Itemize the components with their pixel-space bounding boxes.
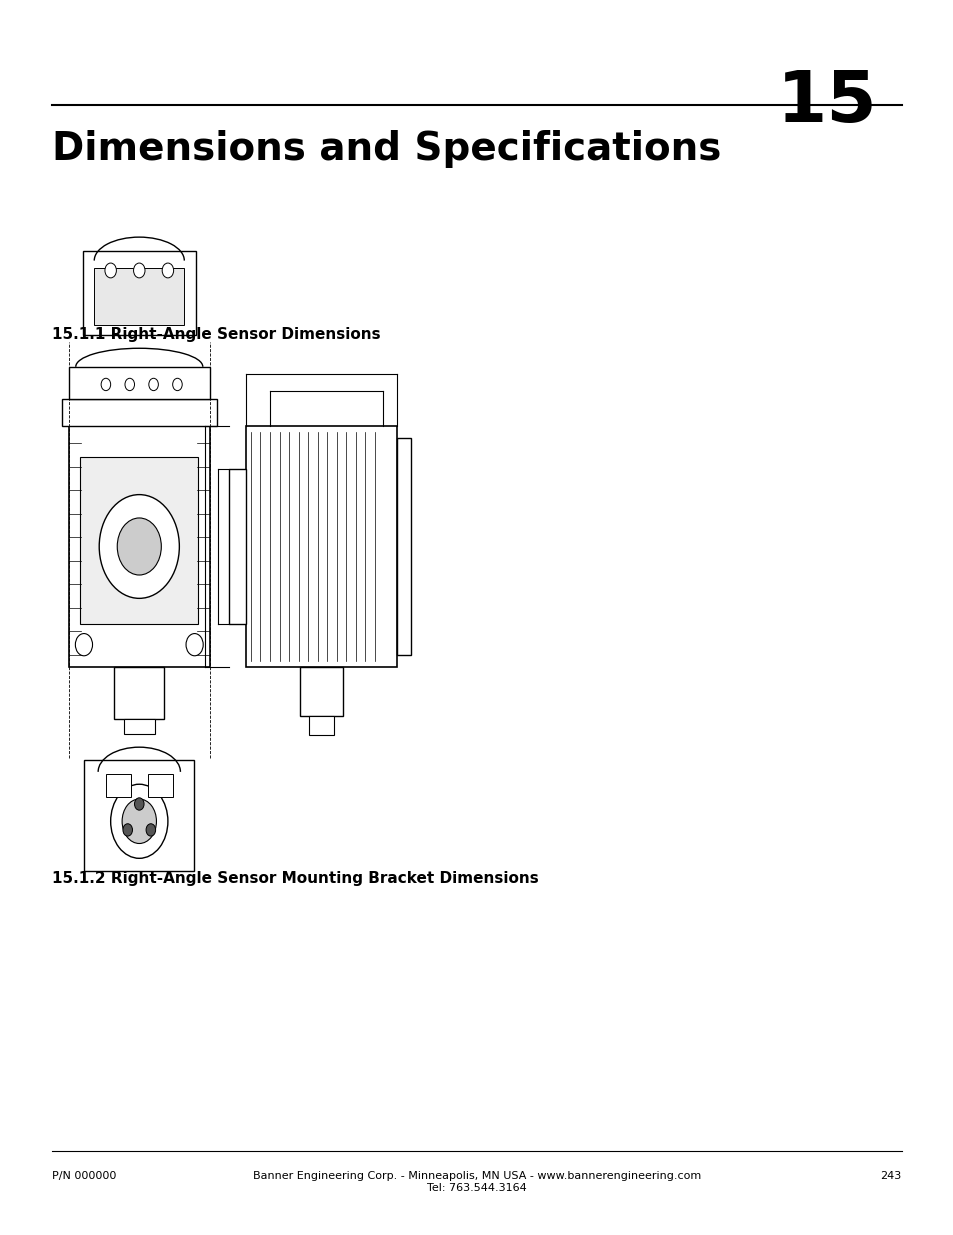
Circle shape <box>162 263 173 278</box>
Circle shape <box>75 634 92 656</box>
Circle shape <box>123 824 132 836</box>
Circle shape <box>117 517 161 576</box>
Circle shape <box>149 378 158 390</box>
Circle shape <box>134 798 144 810</box>
Bar <box>396 438 411 655</box>
Circle shape <box>111 784 168 858</box>
Text: P/N 000000: P/N 000000 <box>52 1171 116 1181</box>
Bar <box>62 399 216 426</box>
Text: Banner Engineering Corp. - Minneapolis, MN USA - www.bannerengineering.com: Banner Engineering Corp. - Minneapolis, … <box>253 1171 700 1181</box>
Circle shape <box>105 263 116 278</box>
Bar <box>246 426 396 667</box>
Circle shape <box>125 378 134 390</box>
Circle shape <box>133 263 145 278</box>
Circle shape <box>186 634 203 656</box>
Circle shape <box>101 378 111 390</box>
Text: 243: 243 <box>880 1171 901 1181</box>
Bar <box>229 469 246 624</box>
Bar <box>94 268 184 325</box>
Circle shape <box>99 494 179 599</box>
Text: 15.1.1 Right-Angle Sensor Dimensions: 15.1.1 Right-Angle Sensor Dimensions <box>52 327 380 342</box>
Bar <box>114 667 164 719</box>
Circle shape <box>172 378 182 390</box>
Bar <box>69 367 210 399</box>
Text: Tel: 763.544.3164: Tel: 763.544.3164 <box>427 1183 526 1193</box>
Circle shape <box>146 824 155 836</box>
Bar <box>148 774 172 797</box>
Bar <box>309 716 334 735</box>
Text: Dimensions and Specifications: Dimensions and Specifications <box>52 130 721 168</box>
Text: 15.1.2 Right-Angle Sensor Mounting Bracket Dimensions: 15.1.2 Right-Angle Sensor Mounting Brack… <box>52 871 538 885</box>
Bar <box>80 457 198 624</box>
Text: 15: 15 <box>777 68 877 137</box>
Bar <box>69 426 210 667</box>
Circle shape <box>122 799 156 844</box>
Bar <box>124 719 154 734</box>
Bar <box>300 667 342 716</box>
Bar <box>83 251 195 335</box>
Bar <box>85 760 194 871</box>
Bar <box>106 774 131 797</box>
